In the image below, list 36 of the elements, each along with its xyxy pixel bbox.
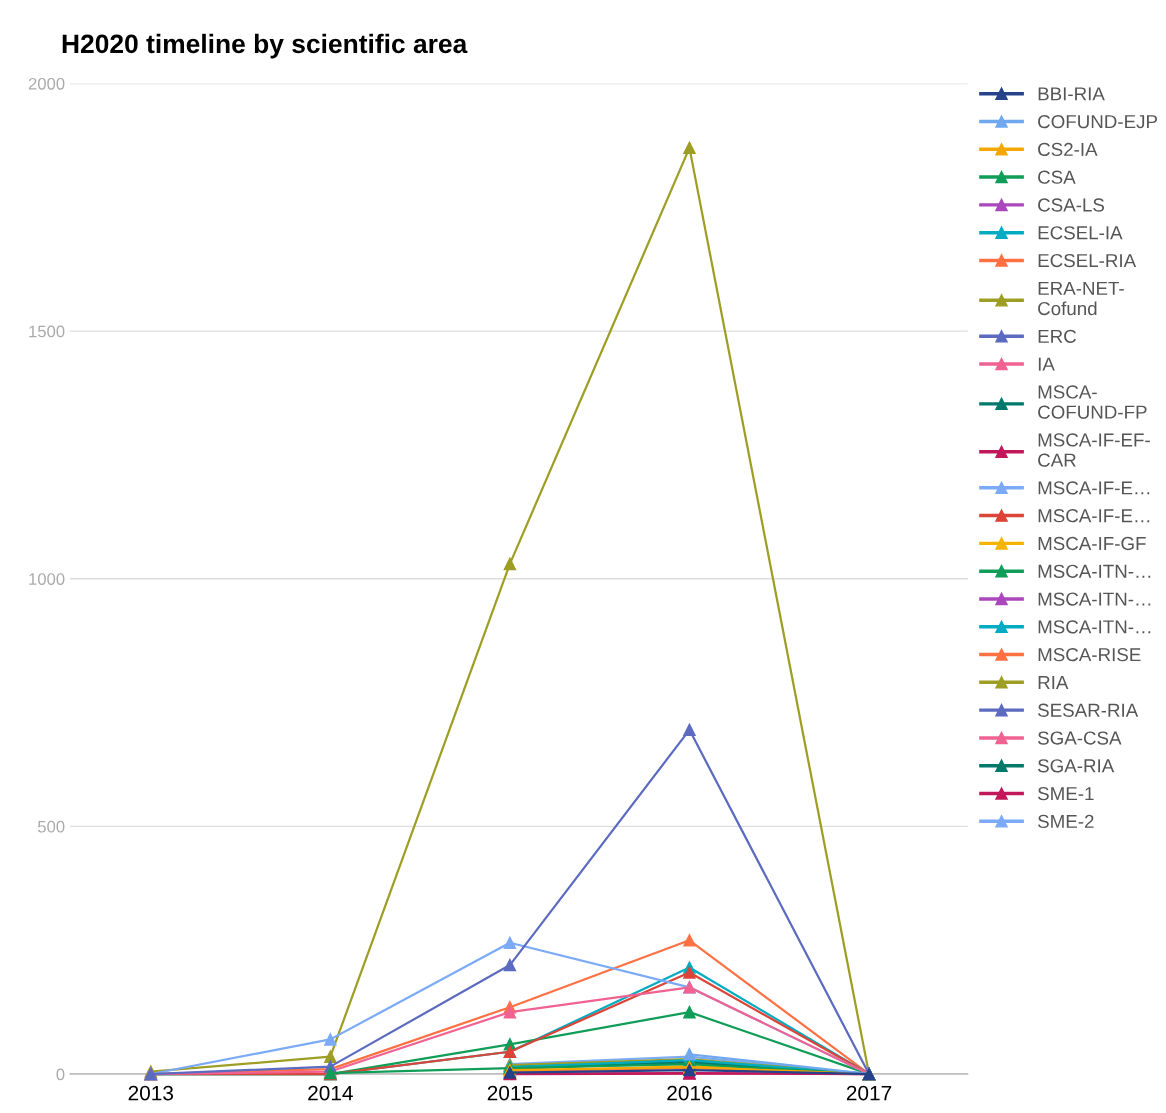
x-tick-label: 2016 (667, 1085, 712, 1101)
y-tick-label: 1500 (29, 325, 65, 338)
legend-label: ECSEL-IA (1038, 226, 1123, 240)
legend-label: MSCA-ITN-… (1038, 564, 1151, 578)
legend-label: SME-1 (1038, 786, 1094, 801)
x-tick-label: 2013 (128, 1085, 174, 1101)
legend-label: COFUND-EJP (1038, 114, 1157, 129)
legend-label: ECSEL-RIA (1038, 253, 1137, 268)
legend-label: CSA-LS (1038, 198, 1105, 212)
legend-label: ERC (1038, 329, 1077, 343)
x-tick-label: 2014 (308, 1085, 353, 1101)
legend-label: MSCA-ITN-… (1038, 592, 1151, 606)
legend-label: ERA-NET-Cofund (1038, 281, 1124, 316)
legend-label: BBI-RIA (1038, 87, 1105, 101)
chart-title: H2020 timeline by scientific area (62, 33, 468, 59)
legend-label: CSA (1038, 170, 1076, 184)
legend-label: MSCA-IF-GF (1038, 536, 1146, 551)
legend-label: SGA-RIA (1038, 759, 1115, 773)
legend-label: MSCA-COFUND-FP (1038, 385, 1147, 419)
x-tick-label: 2015 (487, 1085, 533, 1101)
y-tick-label: 1000 (29, 573, 65, 585)
y-tick-label: 500 (37, 820, 65, 833)
y-tick-label: 0 (56, 1068, 65, 1081)
y-tick-label: 2000 (28, 77, 65, 90)
legend-label: SESAR-RIA (1038, 703, 1139, 717)
legend-label: MSCA-IF-E… (1038, 481, 1150, 495)
x-tick-label: 2017 (846, 1085, 892, 1101)
legend-label: CS2-IA (1038, 142, 1098, 157)
legend-label: RIA (1038, 676, 1069, 689)
legend-label: MSCA-ITN-… (1038, 620, 1151, 634)
legend-label: SME-2 (1038, 814, 1094, 829)
legend-label: MSCA-IF-EF-CAR (1038, 433, 1150, 467)
legend-label: IA (1038, 357, 1055, 371)
legend-label: SGA-CSA (1038, 731, 1122, 745)
legend-label: MSCA-RISE (1038, 648, 1141, 662)
legend-label: MSCA-IF-E… (1038, 509, 1150, 523)
